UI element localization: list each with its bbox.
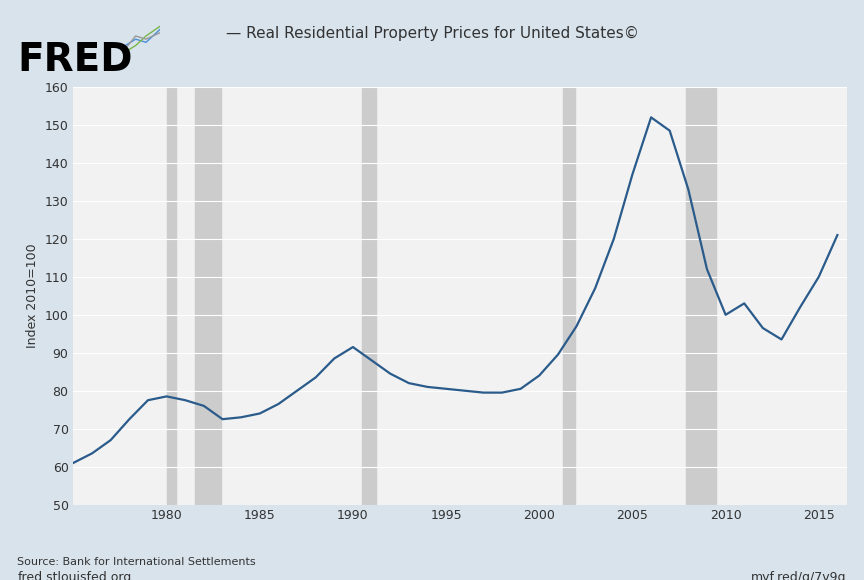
Text: FRED: FRED [17,41,133,79]
Bar [687,87,716,505]
Bar [194,87,220,505]
Text: — Real Residential Property Prices for United States©: — Real Residential Property Prices for U… [226,26,638,41]
Bar [167,87,176,505]
Text: fred.stlouisfed.org: fred.stlouisfed.org [17,571,131,580]
Text: Source: Bank for International Settlements: Source: Bank for International Settlemen… [17,557,256,567]
Y-axis label: Index 2010=100: Index 2010=100 [26,244,39,348]
Text: myf.red/g/7v9g: myf.red/g/7v9g [751,571,847,580]
Bar [562,87,575,505]
Bar [362,87,376,505]
